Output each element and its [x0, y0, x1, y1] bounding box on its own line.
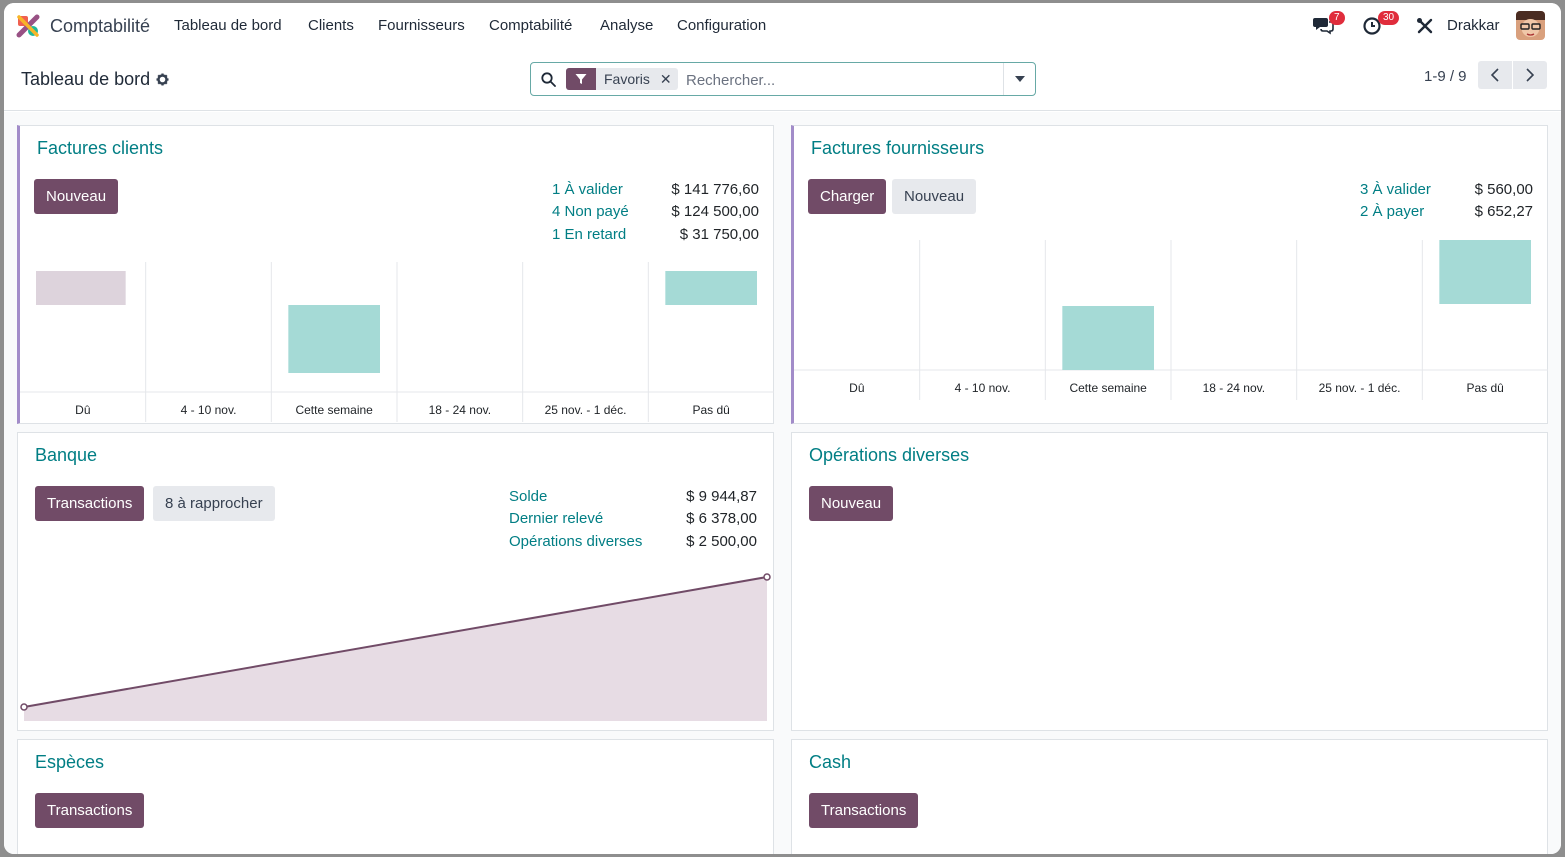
- menu-analyse[interactable]: Analyse: [600, 17, 654, 34]
- card-title[interactable]: Banque: [35, 445, 98, 465]
- messages-badge: 7: [1329, 11, 1345, 25]
- search-icon[interactable]: [541, 72, 556, 87]
- x-tick-label: 4 - 10 nov.: [955, 381, 1011, 395]
- chevron-left-icon: [1491, 68, 1499, 82]
- x-tick-label: Dû: [75, 403, 90, 417]
- activities-button[interactable]: 30: [1362, 11, 1400, 37]
- pager-value[interactable]: 1-9 / 9: [1424, 68, 1467, 85]
- x-tick-label: Cette semaine: [295, 403, 373, 417]
- search-input[interactable]: [686, 69, 996, 91]
- company-name[interactable]: Drakkar: [1447, 17, 1500, 34]
- card-bank: Banque Transactions 8 à rapprocher Solde…: [17, 432, 774, 731]
- menu-fournisseurs[interactable]: Fournisseurs: [378, 17, 465, 34]
- reconcile-button[interactable]: 8 à rapprocher: [153, 486, 275, 521]
- app-name[interactable]: Comptabilité: [50, 16, 151, 36]
- search-bar: Favoris ✕: [530, 62, 1036, 96]
- card-cash: Cash Transactions: [791, 739, 1548, 854]
- stat-last-statement-value: $ 6 378,00: [686, 510, 757, 527]
- facet-remove-icon[interactable]: ✕: [659, 70, 672, 87]
- facet-label: Favoris: [604, 71, 650, 87]
- bar-past-due: [36, 271, 126, 305]
- debug-tools-icon[interactable]: [1416, 17, 1434, 35]
- x-tick-label: Cette semaine: [1069, 381, 1147, 395]
- control-panel: Tableau de bord Favoris: [4, 49, 1561, 111]
- x-tick-label: 18 - 24 nov.: [429, 403, 491, 417]
- stat-misc-operations-value: $ 2 500,00: [686, 533, 757, 550]
- top-navbar: Comptabilité Tableau de bord Clients Fou…: [4, 3, 1561, 49]
- stat-last-statement[interactable]: Dernier relevé: [509, 510, 604, 527]
- upload-bill-button[interactable]: Charger: [808, 179, 887, 214]
- filter-icon: [566, 68, 596, 90]
- bar: [1439, 240, 1531, 304]
- new-entry-button[interactable]: Nouveau: [809, 486, 894, 521]
- page-title: Tableau de bord: [21, 69, 151, 89]
- x-tick-label: Pas dû: [1466, 381, 1503, 395]
- stat-to-validate[interactable]: 1 À valider: [552, 181, 623, 198]
- x-tick-label: Dû: [849, 381, 864, 395]
- search-facet: Favoris ✕: [566, 68, 678, 90]
- messages-button[interactable]: 7: [1312, 11, 1345, 37]
- menu-tableau-de-bord[interactable]: Tableau de bord: [174, 17, 282, 34]
- bar: [288, 305, 380, 373]
- stat-to-validate-value: $ 141 776,60: [671, 181, 759, 198]
- stat-to-validate-value: $ 560,00: [1474, 181, 1533, 198]
- accounting-app-icon[interactable]: [16, 14, 40, 38]
- app-window: Comptabilité Tableau de bord Clients Fou…: [4, 3, 1561, 854]
- caret-down-icon: [1014, 76, 1025, 82]
- data-point: [20, 703, 28, 711]
- card-title[interactable]: Cash: [809, 752, 852, 772]
- user-avatar[interactable]: [1516, 11, 1545, 40]
- x-tick-label: 18 - 24 nov.: [1203, 381, 1265, 395]
- bar: [1062, 306, 1154, 370]
- stat-late-value: $ 31 750,00: [679, 226, 759, 243]
- bills-bar-chart[interactable]: Dû 4 - 10 nov. Cette semaine 18 - 24 nov. 25…: [794, 240, 1548, 400]
- stat-late[interactable]: 1 En retard: [552, 226, 627, 243]
- card-title[interactable]: Espèces: [35, 752, 105, 772]
- stat-unpaid[interactable]: 4 Non payé: [552, 203, 629, 220]
- stat-misc-operations[interactable]: Opérations diverses: [509, 533, 643, 550]
- gear-icon[interactable]: [156, 73, 169, 86]
- menu-comptabilite[interactable]: Comptabilité: [489, 17, 573, 34]
- new-invoice-button[interactable]: Nouveau: [34, 179, 119, 214]
- series-line: [23, 576, 768, 708]
- x-tick-label: Pas dû: [692, 403, 729, 417]
- cash-transactions-button[interactable]: Transactions: [809, 793, 919, 828]
- stat-to-validate[interactable]: 3 À valider: [1360, 181, 1431, 198]
- menu-configuration[interactable]: Configuration: [677, 17, 767, 34]
- invoices-bar-chart[interactable]: Dû 4 - 10 nov. Cette semaine 18 - 24 nov. 25…: [20, 262, 774, 422]
- stat-to-pay-value: $ 652,27: [1474, 203, 1533, 220]
- breadcrumb: Tableau de bord: [21, 69, 169, 90]
- clock-icon: [1363, 17, 1381, 35]
- card-title[interactable]: Factures fournisseurs: [811, 138, 985, 158]
- menu-clients[interactable]: Clients: [308, 17, 354, 34]
- card-vendor-bills: Factures fournisseurs Charger Nouveau 3 …: [791, 125, 1548, 424]
- data-point: [763, 573, 771, 581]
- especes-transactions-button[interactable]: Transactions: [35, 793, 145, 828]
- bank-transactions-button[interactable]: Transactions: [35, 486, 145, 521]
- pager-next-button[interactable]: [1513, 61, 1547, 89]
- x-tick-label: 25 nov. - 1 déc.: [1319, 381, 1401, 395]
- stat-to-pay[interactable]: 2 À payer: [1360, 203, 1425, 220]
- card-title[interactable]: Factures clients: [37, 138, 164, 158]
- card-especes: Espèces Transactions: [17, 739, 774, 854]
- chevron-right-icon: [1526, 68, 1534, 82]
- search-options-toggle[interactable]: [1003, 63, 1035, 95]
- stat-balance-value: $ 9 944,87: [686, 488, 757, 505]
- card-customer-invoices: Factures clients Nouveau 1 À valider $ 1…: [17, 125, 774, 424]
- card-misc-operations: Opérations diverses Nouveau: [791, 432, 1548, 731]
- x-tick-label: 25 nov. - 1 déc.: [545, 403, 627, 417]
- dashboard-kanban: Factures clients Nouveau 1 À valider $ 1…: [4, 112, 1561, 854]
- bar: [665, 271, 757, 305]
- pager-previous-button[interactable]: [1478, 61, 1512, 89]
- new-bill-button[interactable]: Nouveau: [892, 179, 977, 214]
- stat-balance[interactable]: Solde: [509, 488, 548, 505]
- bank-balance-chart[interactable]: [18, 568, 773, 728]
- area-fill: [24, 577, 767, 721]
- activities-badge: 30: [1378, 11, 1400, 25]
- x-tick-label: 4 - 10 nov.: [181, 403, 237, 417]
- card-title[interactable]: Opérations diverses: [809, 445, 970, 465]
- stat-unpaid-value: $ 124 500,00: [671, 203, 759, 220]
